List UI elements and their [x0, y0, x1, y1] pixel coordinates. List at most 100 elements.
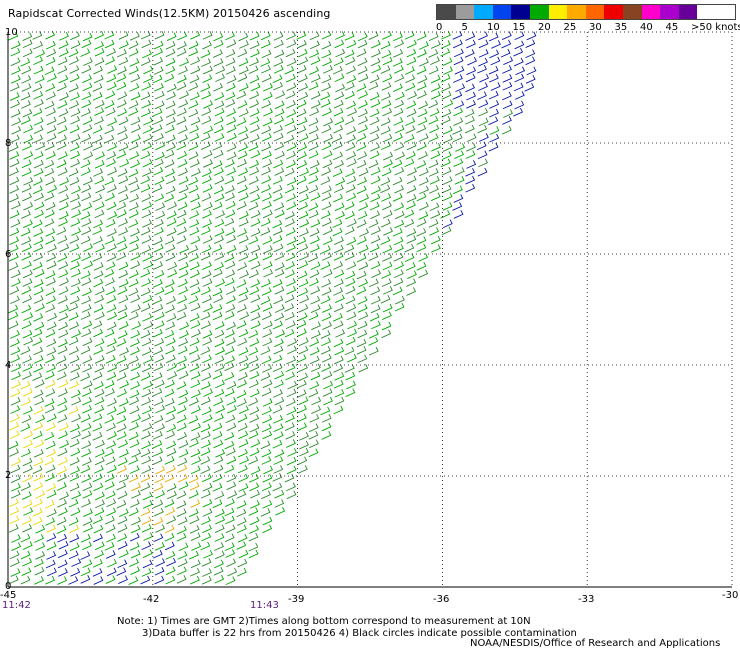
wind-barb — [69, 56, 79, 66]
wind-barb — [33, 363, 43, 373]
wind-barb — [334, 371, 345, 381]
wind-barb — [392, 286, 403, 296]
wind-barb — [238, 448, 248, 458]
wind-barb — [116, 406, 127, 416]
wind-barb — [128, 209, 139, 219]
wind-barb — [166, 362, 177, 372]
wind-barb — [45, 517, 56, 526]
legend-label: 40 — [640, 22, 653, 33]
wind-barb — [334, 236, 344, 245]
wind-barbs-layer — [8, 30, 537, 586]
wind-barb — [167, 261, 178, 271]
wind-barb — [94, 47, 105, 57]
wind-barb — [153, 243, 164, 253]
legend-label: 20 — [538, 22, 551, 33]
wind-barb — [81, 457, 92, 466]
wind-barb — [431, 244, 441, 253]
legend-label: 0 — [436, 22, 443, 33]
wind-barb — [238, 65, 249, 75]
wind-barb — [286, 439, 296, 448]
wind-barb — [178, 481, 189, 491]
wind-barb — [105, 56, 115, 65]
wind-barb — [93, 270, 104, 280]
wind-barb — [416, 261, 427, 271]
wind-barb — [200, 311, 211, 321]
wind-barb — [190, 465, 201, 475]
wind-barb — [152, 108, 163, 117]
wind-barb — [394, 99, 404, 109]
wind-barb — [93, 65, 103, 75]
wind-barb — [357, 32, 368, 42]
wind-barb — [165, 551, 176, 560]
wind-barb — [285, 227, 296, 236]
wind-barb — [152, 456, 163, 465]
wind-barb — [238, 483, 249, 492]
wind-barb — [214, 550, 225, 560]
wind-barb — [128, 278, 139, 288]
wind-barb — [93, 515, 103, 524]
wind-barb — [286, 82, 297, 92]
wind-barb — [188, 47, 199, 57]
wind-barb — [491, 40, 501, 49]
wind-barb — [82, 74, 92, 84]
wind-barb — [106, 321, 117, 331]
wind-barb — [155, 558, 166, 567]
wind-barb — [286, 57, 297, 67]
wind-barb — [214, 574, 225, 584]
wind-barb — [165, 100, 176, 110]
wind-barb — [104, 328, 115, 338]
wind-barb — [155, 151, 165, 161]
wind-barb — [261, 287, 272, 296]
wind-barb — [128, 576, 139, 585]
wind-barb — [141, 193, 152, 202]
wind-barb — [176, 235, 187, 245]
wind-barb — [166, 296, 176, 305]
wind-barb — [71, 227, 82, 236]
wind-barb — [321, 30, 332, 40]
wind-barb — [249, 185, 260, 195]
wind-barb — [142, 500, 153, 509]
wind-barb — [94, 159, 105, 169]
wind-barb — [21, 286, 32, 295]
wind-barb — [226, 473, 237, 483]
wind-barb — [478, 31, 488, 41]
wind-barb — [454, 167, 465, 176]
legend-swatch — [641, 5, 661, 19]
wind-barb — [274, 379, 284, 389]
wind-barb — [297, 143, 308, 152]
wind-barb — [250, 48, 260, 58]
wind-barb — [368, 330, 379, 339]
wind-barb — [140, 184, 151, 193]
wind-barb — [155, 423, 165, 432]
wind-barb — [118, 261, 129, 271]
wind-barb — [237, 73, 248, 83]
wind-barb — [155, 465, 166, 475]
wind-barb — [56, 482, 67, 491]
wind-barb — [214, 167, 224, 176]
wind-barb — [45, 177, 56, 186]
wind-barb — [466, 91, 476, 101]
wind-barb — [308, 388, 319, 398]
wind-barb — [488, 90, 499, 100]
wind-barb — [383, 286, 393, 295]
wind-barb — [164, 524, 175, 534]
wind-barb — [105, 524, 116, 533]
wind-barb — [176, 311, 187, 321]
wind-barb — [286, 278, 296, 287]
wind-barb — [371, 185, 381, 195]
wind-barb — [393, 269, 404, 279]
wind-barb — [94, 295, 105, 304]
wind-barb — [368, 346, 379, 356]
wind-barb — [177, 431, 188, 441]
wind-barb — [9, 134, 20, 144]
wind-barb — [322, 159, 333, 169]
wind-barb — [419, 185, 430, 195]
wind-barb — [44, 404, 55, 414]
wind-barb — [225, 192, 235, 202]
wind-barb — [130, 371, 141, 381]
wind-barb — [238, 108, 249, 118]
wind-barb — [214, 175, 225, 185]
wind-barb — [71, 268, 81, 278]
wind-barb — [57, 447, 68, 457]
wind-barb — [20, 482, 31, 491]
